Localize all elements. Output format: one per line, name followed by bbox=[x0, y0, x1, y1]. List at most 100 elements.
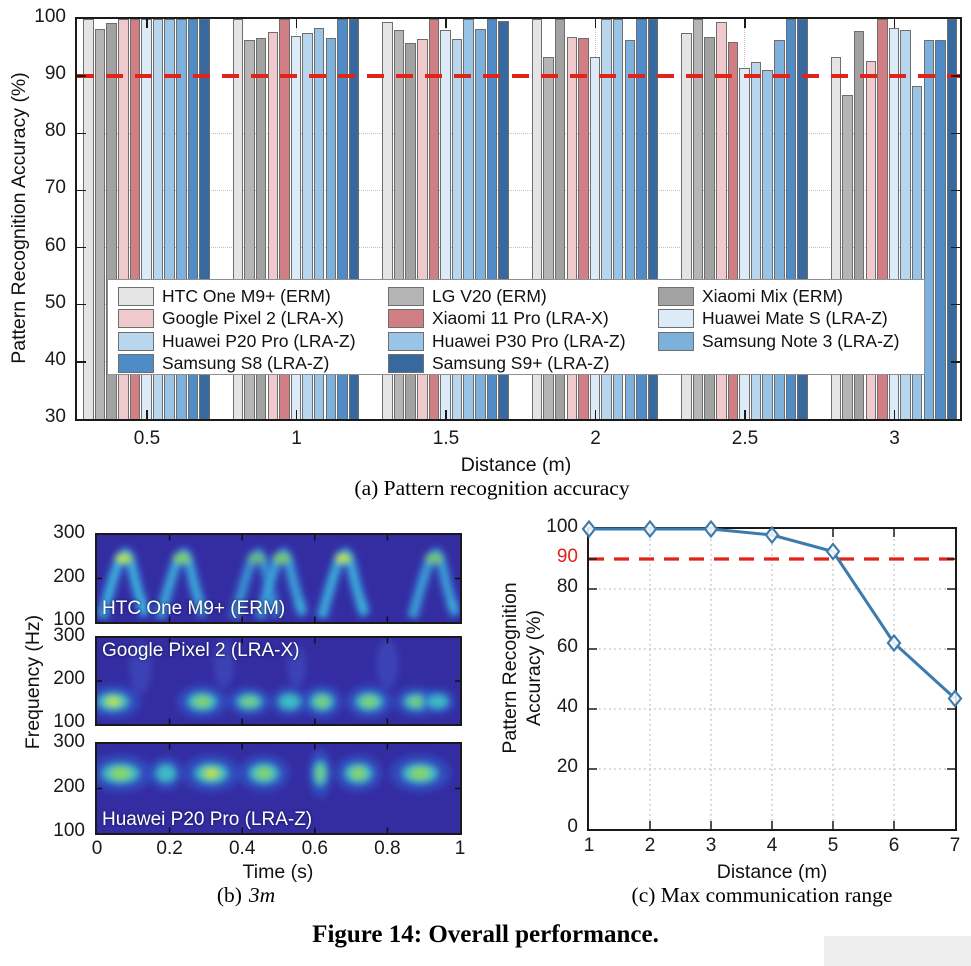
series-color-swatch bbox=[388, 286, 424, 306]
panel-a-y-axis-label: Pattern Recognition Accuracy (%) bbox=[8, 72, 30, 364]
bar bbox=[842, 95, 853, 419]
panel-c-x-tick-label: 3 bbox=[705, 835, 717, 856]
bar bbox=[187, 19, 199, 419]
bar bbox=[83, 19, 94, 419]
panel-c-y-tick-label: 0 bbox=[567, 816, 578, 837]
axis-tick bbox=[951, 189, 960, 192]
bar bbox=[774, 40, 785, 419]
blob-core bbox=[242, 696, 257, 707]
bar bbox=[911, 85, 923, 419]
panel-a-y-tick-label: 30 bbox=[44, 406, 66, 427]
legend-item-label: Huawei Mate S (LRA-Z) bbox=[702, 308, 888, 329]
bar bbox=[475, 28, 486, 419]
panel-c-x-tick-label: 4 bbox=[766, 835, 778, 856]
bar bbox=[325, 37, 337, 419]
axis-tick bbox=[594, 410, 597, 419]
legend-item: Huawei Mate S (LRA-Z) bbox=[658, 308, 924, 331]
bar bbox=[244, 40, 255, 419]
bar bbox=[232, 19, 244, 419]
series-color-swatch bbox=[658, 309, 694, 329]
panel-a-caption: (a) Pattern recognition accuracy bbox=[354, 476, 630, 500]
diamond-marker bbox=[703, 519, 719, 539]
axis-tick bbox=[77, 246, 86, 249]
legend-item-label: Samsung S8 (LRA-Z) bbox=[162, 353, 330, 374]
series-color-swatch bbox=[118, 286, 154, 306]
panel-a-x-tick-label: 1.5 bbox=[432, 428, 460, 449]
spectrogram-0-label: HTC One M9+ (ERM) bbox=[102, 598, 286, 619]
legend-item-label: Samsung Note 3 (LRA-Z) bbox=[702, 330, 900, 351]
panel-c-y-tick-label: 90 bbox=[556, 546, 578, 567]
axis-tick bbox=[951, 75, 960, 77]
faint-streak bbox=[129, 642, 152, 695]
bar bbox=[382, 22, 393, 419]
panel-a-x-tick-label: 1 bbox=[291, 428, 302, 449]
panel-a-y-tick-label: 50 bbox=[44, 291, 66, 313]
bar bbox=[348, 19, 360, 419]
arch-peak-bright bbox=[337, 555, 347, 562]
bar bbox=[935, 40, 946, 419]
arch-tail bbox=[355, 599, 368, 610]
spectrogram-energy bbox=[97, 748, 451, 799]
arch-tail bbox=[293, 599, 306, 610]
panel-c-x-tick-label: 2 bbox=[644, 835, 656, 856]
bar bbox=[612, 19, 624, 419]
axis-tick bbox=[744, 410, 746, 419]
panel-a-x-tick-label: 3 bbox=[889, 428, 900, 449]
bar bbox=[877, 19, 888, 419]
axis-tick bbox=[146, 19, 148, 28]
panel-b-y-tick-label: 100 bbox=[53, 711, 85, 732]
panel-a-y-tick-label: 40 bbox=[44, 348, 66, 370]
spectrogram-plot-2: Huawei P20 Pro (LRA-Z) bbox=[95, 742, 462, 835]
spectrogram-canvas bbox=[97, 535, 460, 622]
spectrogram-2-label: Huawei P20 Pro (LRA-Z) bbox=[102, 809, 313, 830]
axis-tick bbox=[77, 132, 86, 135]
bar bbox=[624, 39, 636, 419]
axis-tick bbox=[77, 303, 86, 306]
blob-core bbox=[350, 767, 367, 780]
grid-line-h bbox=[77, 246, 960, 248]
bar bbox=[601, 19, 612, 419]
bar bbox=[440, 29, 451, 419]
bar bbox=[152, 19, 164, 419]
panel-b-y-tick-label: 300 bbox=[53, 625, 85, 646]
legend-item: Huawei P20 Pro (LRA-Z) bbox=[118, 330, 388, 353]
series-color-swatch bbox=[658, 331, 694, 351]
bar bbox=[337, 19, 348, 419]
panel-b-x-tick-label: 0.6 bbox=[301, 838, 328, 859]
background-artifact bbox=[824, 936, 971, 966]
axis-tick bbox=[146, 410, 148, 419]
faint-streak bbox=[376, 638, 399, 689]
faint-streak bbox=[287, 643, 306, 688]
bar bbox=[692, 19, 704, 419]
bar bbox=[302, 33, 313, 419]
legend-item-label: Google Pixel 2 (LRA-X) bbox=[162, 308, 344, 329]
bar bbox=[704, 37, 715, 419]
bar bbox=[554, 19, 566, 419]
bar bbox=[279, 19, 290, 419]
spectrogram-plot-1: Google Pixel 2 (LRA-X) bbox=[95, 636, 462, 726]
bar bbox=[531, 19, 543, 419]
bar bbox=[129, 19, 141, 419]
axis-tick bbox=[951, 246, 960, 249]
panel-c-x-tick-label: 7 bbox=[949, 835, 961, 856]
panel-b-x-tick-label: 0.4 bbox=[228, 838, 256, 859]
blob-core bbox=[110, 767, 132, 780]
axis-tick bbox=[594, 19, 597, 28]
legend-item-label: Huawei P30 Pro (LRA-Z) bbox=[432, 330, 626, 351]
bar bbox=[923, 40, 935, 419]
axis-tick bbox=[77, 361, 86, 363]
bar bbox=[865, 61, 877, 419]
panel-a-x-tick-label: 2 bbox=[590, 428, 601, 449]
bar bbox=[290, 36, 302, 419]
bar bbox=[94, 29, 106, 419]
bar bbox=[176, 19, 187, 419]
blob-core bbox=[255, 767, 273, 780]
bar bbox=[405, 43, 416, 419]
blob-glow bbox=[97, 754, 153, 793]
spectrogram-canvas bbox=[97, 638, 460, 724]
panel-c-y-tick-label: 20 bbox=[556, 756, 578, 777]
bar bbox=[636, 19, 647, 419]
legend-item: Xiaomi Mix (ERM) bbox=[658, 285, 924, 308]
panel-b-caption-prefix: (b) bbox=[216, 883, 242, 907]
panel-b-x-tick-label: 0.8 bbox=[374, 838, 401, 859]
